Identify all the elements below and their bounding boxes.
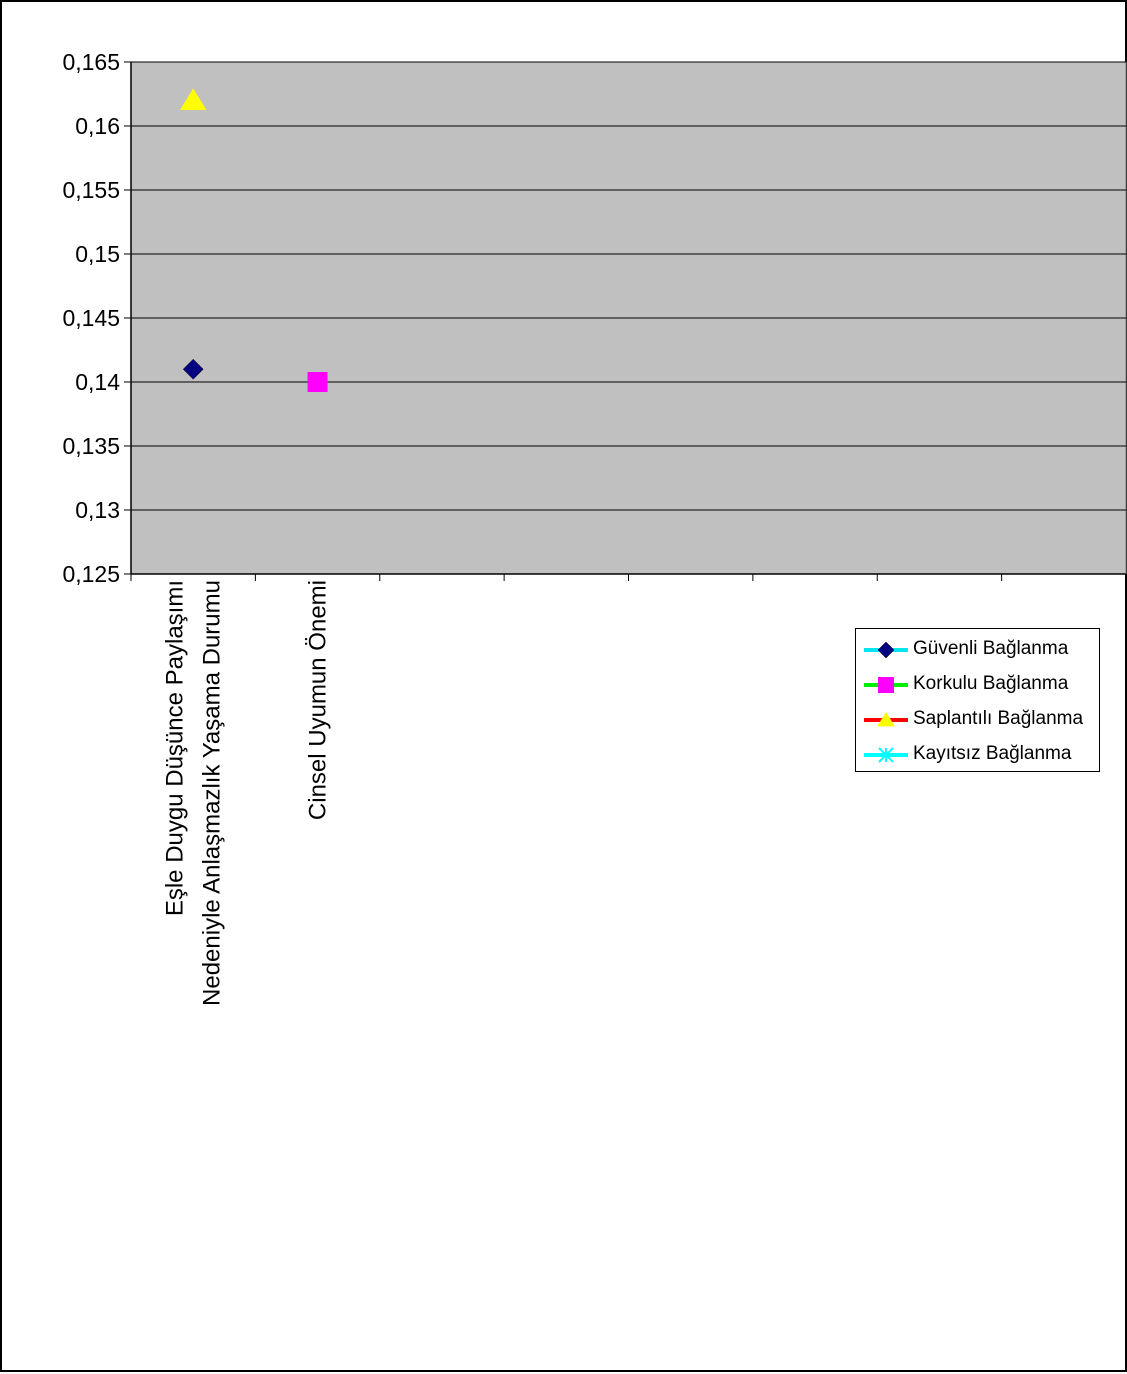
legend-item-guvenli: Güvenli Bağlanma <box>856 635 1099 665</box>
legend-swatch-diamond-icon <box>864 641 908 659</box>
data-point-series-1 <box>307 372 328 392</box>
y-tick-label: 0,135 <box>62 433 120 459</box>
legend-swatch-x-icon <box>864 747 908 763</box>
legend-item-saplantili: Saplantılı Bağlanma <box>856 705 1099 735</box>
legend-label: Saplantılı Bağlanma <box>913 708 1084 729</box>
y-tick-label: 0,165 <box>62 49 120 75</box>
gridlines <box>131 61 1126 511</box>
legend-label: Kayıtsız Bağlanma <box>913 743 1072 764</box>
legend-marker <box>877 641 895 659</box>
legend: Güvenli Bağlanma Korkulu Bağlanma Saplan… <box>855 628 1100 772</box>
y-tick-label: 0,125 <box>62 561 120 587</box>
legend-swatch-triangle-icon <box>864 712 908 727</box>
x-tick-label: Nedeniyle Anlaşmazlık Yaşama Durumu <box>199 580 226 1006</box>
y-tick-label: 0,16 <box>75 113 120 139</box>
y-tick-label: 0,155 <box>62 177 120 203</box>
axes <box>124 61 1127 581</box>
legend-marker <box>878 747 894 763</box>
y-tick-label: 0,13 <box>75 497 120 523</box>
y-tick-label: 0,145 <box>62 305 120 331</box>
y-axis-tick-labels: 0,125 0,13 0,135 0,14 0,145 0,15 0,155 0,16 0,16… <box>62 49 120 587</box>
legend-item-korkulu: Korkulu Bağlanma <box>856 670 1099 700</box>
legend-marker <box>878 677 894 693</box>
data-points <box>179 88 328 392</box>
legend-item-kayitsiz: Kayıtsız Bağlanma <box>856 740 1099 770</box>
x-tick-label: Cinsel Uyumun Önemi <box>305 580 332 820</box>
x-tick-label: Eşle Duygu Düşünce Paylaşımı <box>162 580 189 916</box>
x-axis-tick-labels: Eşle Duygu Düşünce Paylaşımı Nedeniyle An… <box>162 580 332 1006</box>
legend-marker <box>877 712 895 727</box>
legend-label: Korkulu Bağlanma <box>913 673 1069 694</box>
legend-label: Güvenli Bağlanma <box>913 638 1069 659</box>
data-point-series-2 <box>179 88 207 110</box>
y-tick-label: 0,14 <box>75 369 120 395</box>
legend-swatch-square-icon <box>864 677 908 693</box>
data-point-series-0 <box>182 358 204 380</box>
y-tick-label: 0,15 <box>75 241 120 267</box>
